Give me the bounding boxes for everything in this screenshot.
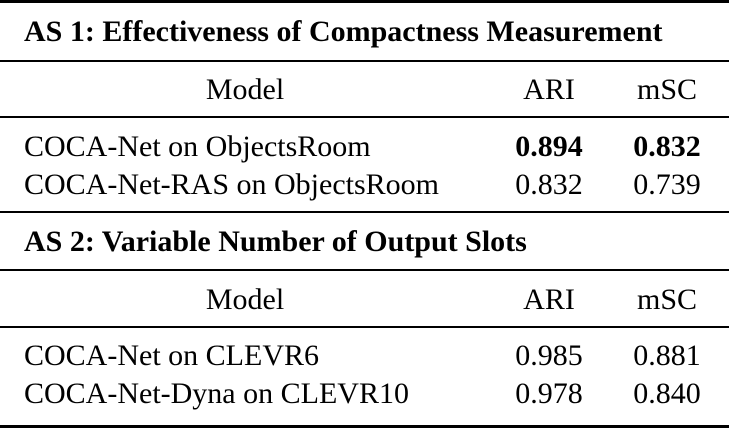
header-model: Model [205,73,285,106]
section-rule [0,60,729,62]
header-msc: mSC [636,73,698,106]
header-ari: ARI [523,283,575,316]
row-msc: 0.739 [633,168,701,201]
top-rule [0,0,729,3]
row-model: COCA-Net on CLEVR6 [24,339,319,372]
row-ari: 0.985 [515,339,583,372]
header-rule [0,116,729,118]
bottom-rule [0,425,729,428]
section-divider-rule [0,211,729,213]
header-rule [0,326,729,328]
header-model: Model [205,283,285,316]
row-ari: 0.894 [515,130,583,163]
section-title: AS 2: Variable Number of Output Slots [24,225,527,258]
row-model: COCA-Net on ObjectsRoom [24,130,371,163]
row-msc: 0.832 [633,130,701,163]
row-msc: 0.840 [633,377,701,410]
header-msc: mSC [636,283,698,316]
row-model: COCA-Net-Dyna on CLEVR10 [24,377,409,410]
row-ari: 0.832 [515,168,583,201]
section-rule [0,269,729,271]
row-msc: 0.881 [633,339,701,372]
header-ari: ARI [523,73,575,106]
section-title: AS 1: Effectiveness of Compactness Measu… [24,15,663,48]
row-ari: 0.978 [515,377,583,410]
row-model: COCA-Net-RAS on ObjectsRoom [24,168,439,201]
